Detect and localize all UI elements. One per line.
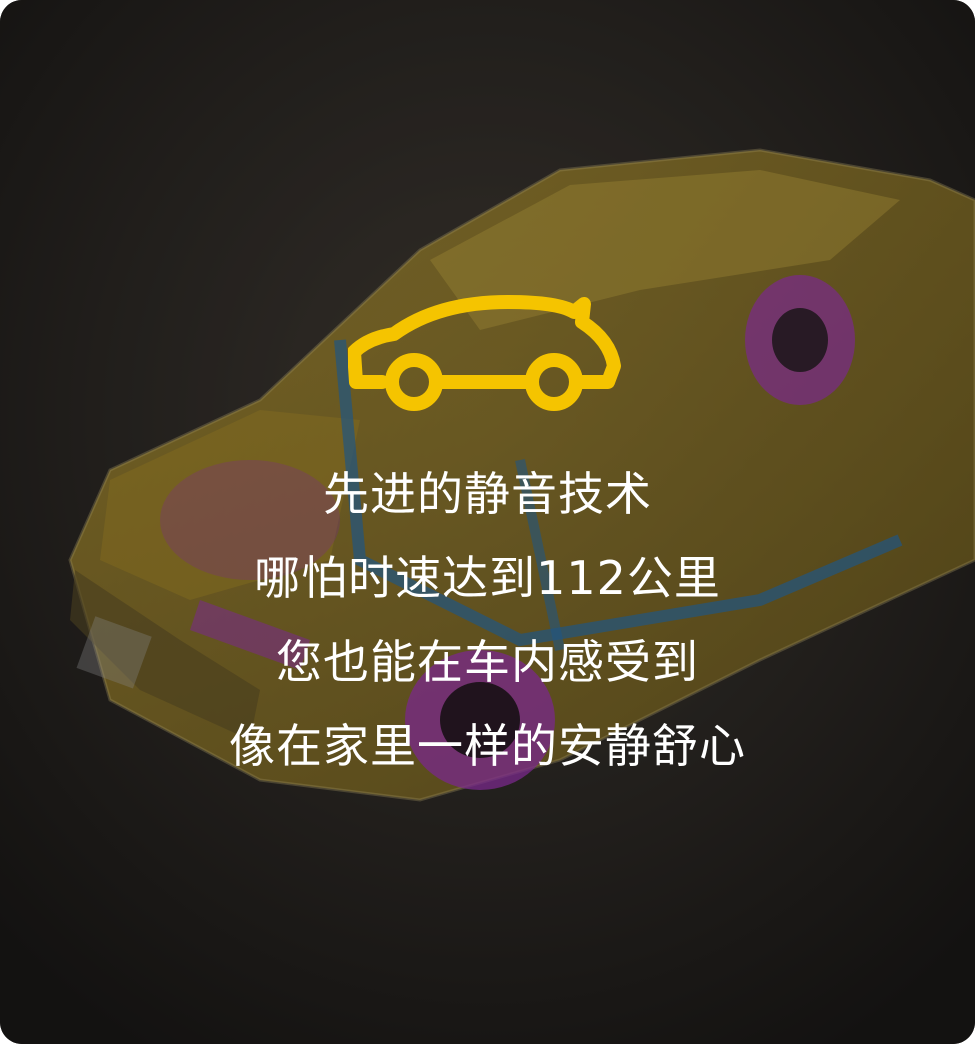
caption-line-1: 先进的静音技术 (323, 467, 652, 521)
car-icon (348, 295, 621, 411)
caption-line-2: 哪怕时速达到112公里 (254, 551, 721, 605)
caption-line-3: 您也能在车内感受到 (276, 635, 699, 689)
feature-caption: 先进的静音技术 哪怕时速达到112公里 您也能在车内感受到 像在家里一样的安静舒… (0, 452, 975, 788)
caption-line-4: 像在家里一样的安静舒心 (229, 719, 746, 773)
